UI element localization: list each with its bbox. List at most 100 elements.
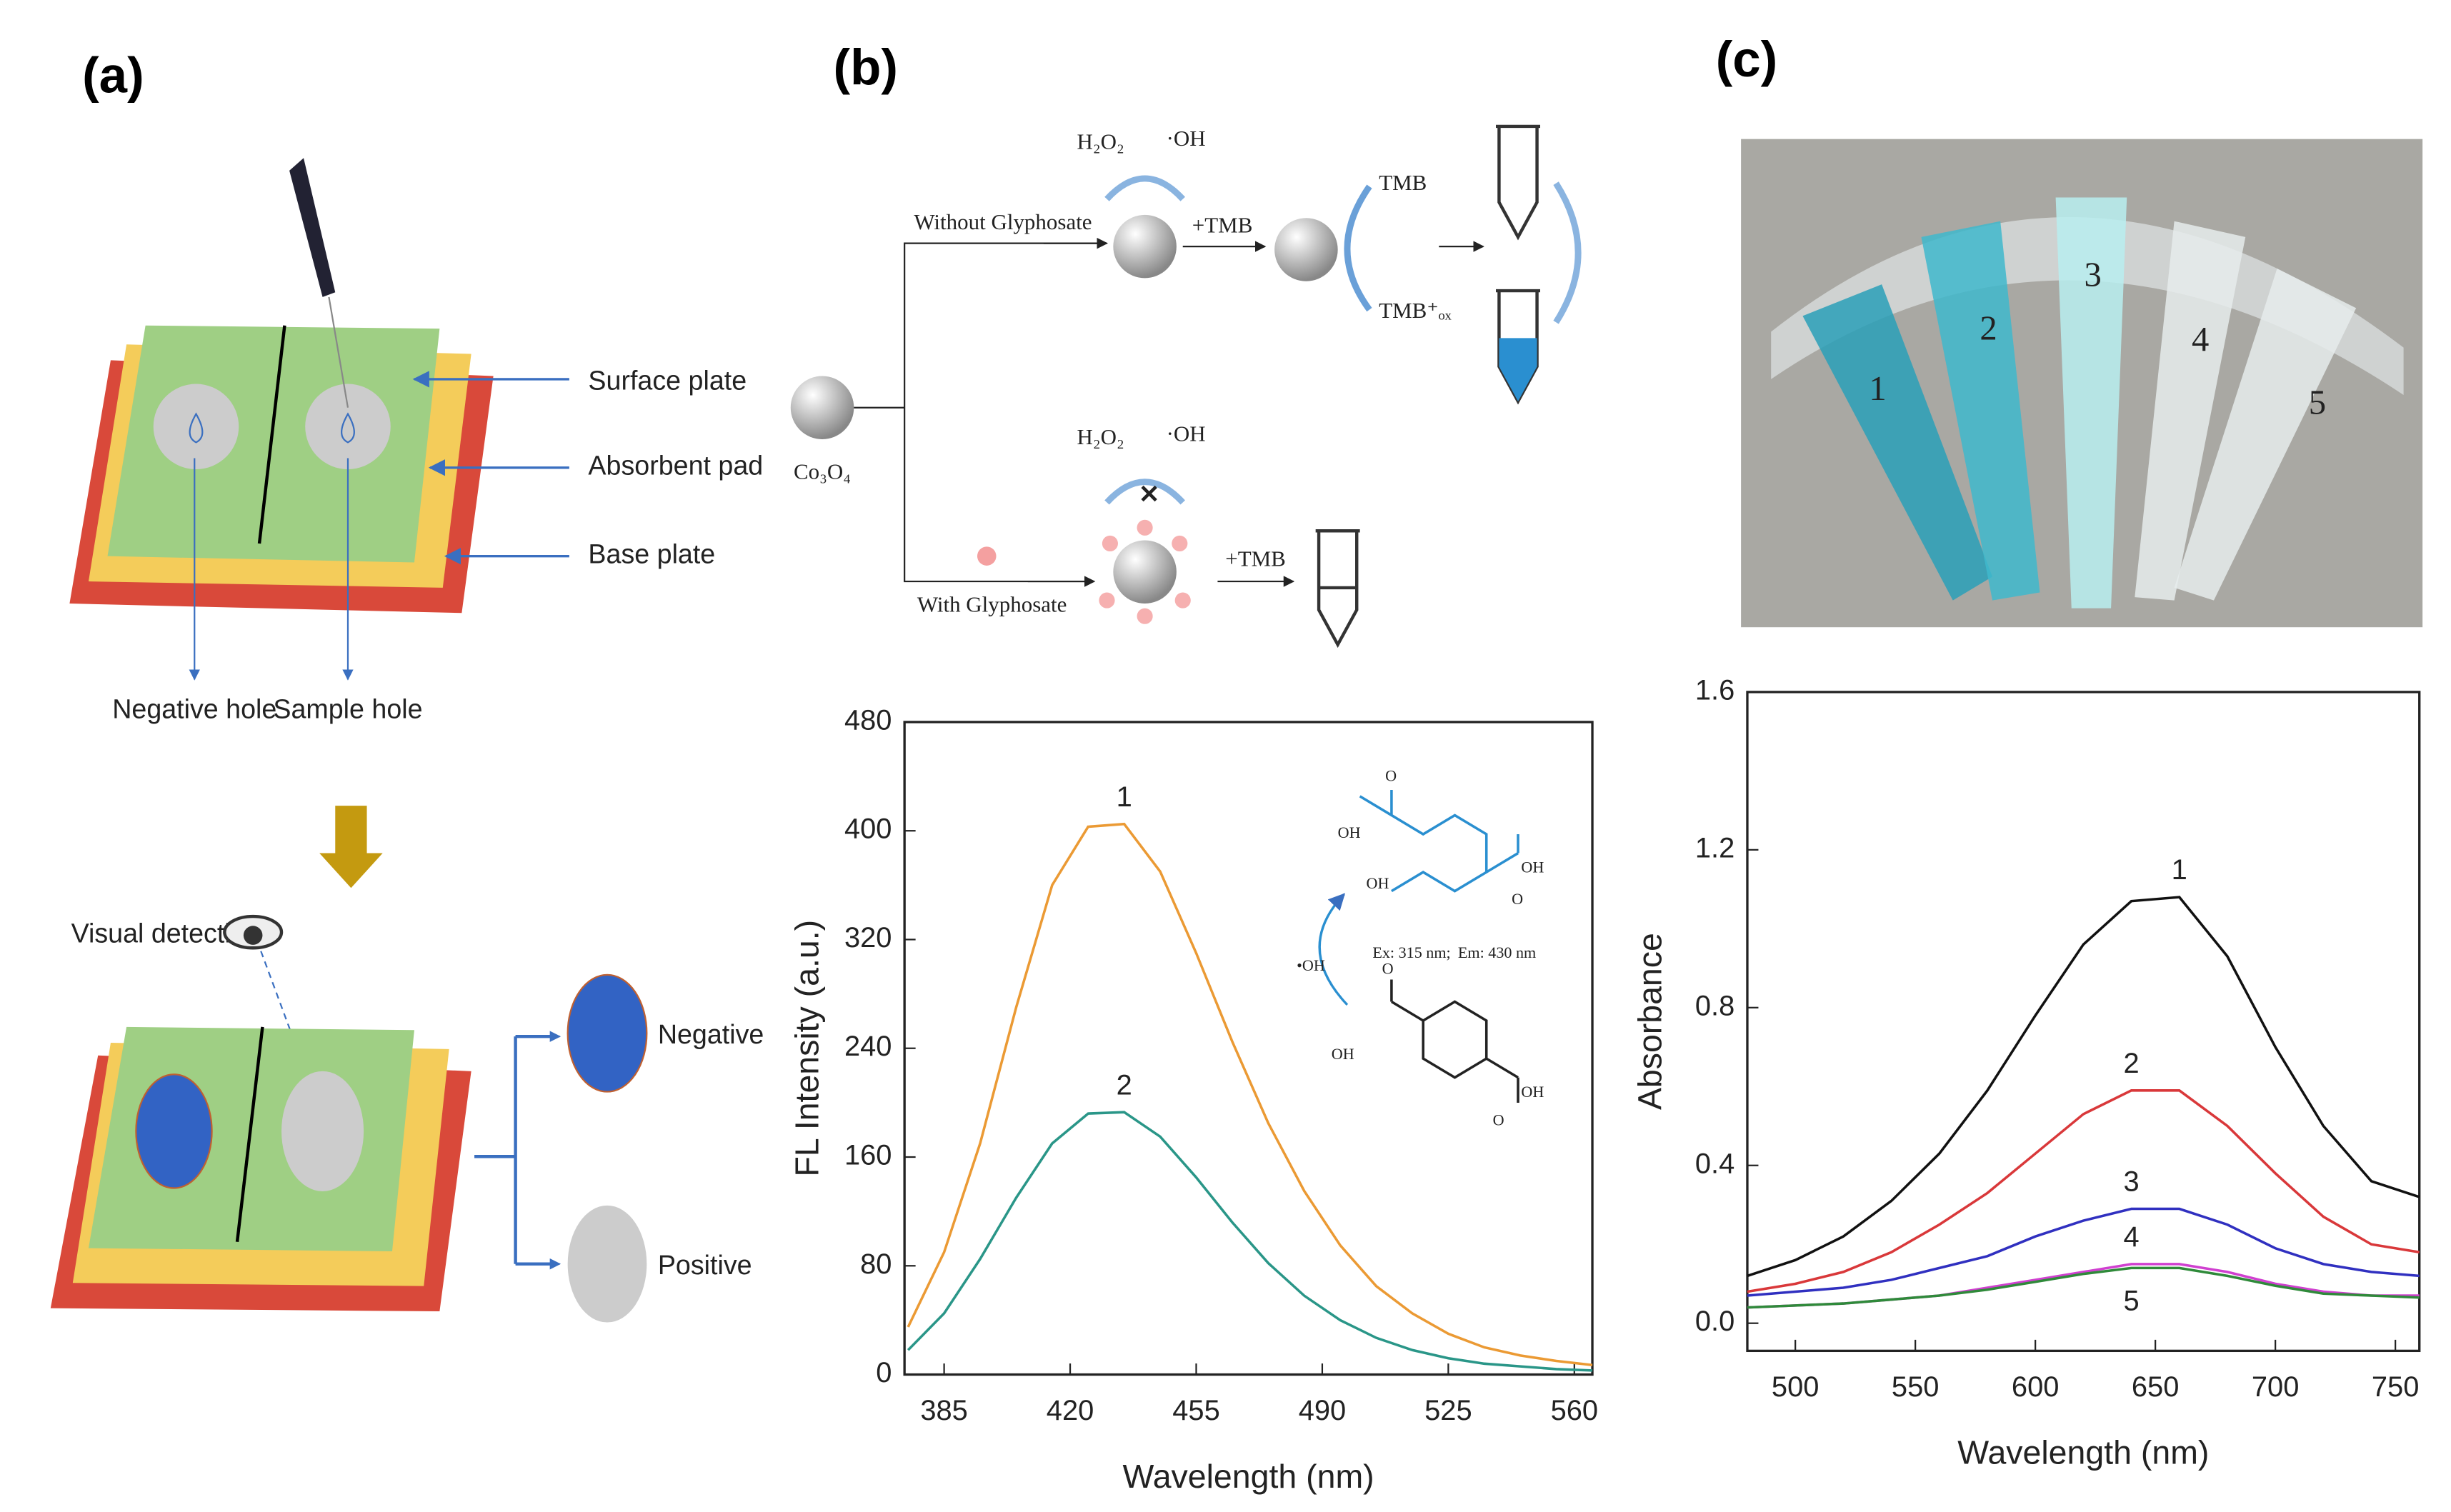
branch	[474, 1034, 557, 1266]
x-tick-label: 490	[1299, 1395, 1346, 1426]
particle	[790, 376, 854, 439]
hole	[153, 384, 239, 469]
bound-glyphosate	[1099, 519, 1191, 624]
divider	[257, 325, 286, 544]
y-tick-label: 80	[860, 1248, 892, 1280]
drop	[189, 412, 355, 444]
label: H₂O₂	[1077, 129, 1124, 154]
label: +TMB	[1225, 546, 1286, 571]
pupil	[243, 926, 263, 945]
series-label: 5	[2123, 1286, 2139, 1317]
series-label: 3	[2123, 1166, 2139, 1198]
label: With Glyphosate	[917, 592, 1067, 617]
y-tick-label: 0.4	[1695, 1148, 1734, 1179]
y-tick-label: 240	[844, 1031, 892, 1062]
series-label: 2	[2123, 1048, 2139, 1079]
y-tick-label: 0	[876, 1357, 892, 1388]
y-tick-label: 160	[844, 1140, 892, 1171]
series-line	[1747, 1266, 2420, 1309]
x-tick-label: 455	[1172, 1395, 1219, 1426]
particle	[1113, 540, 1177, 604]
label: Negative	[658, 1019, 764, 1049]
tube-number: 4	[2192, 320, 2209, 359]
inset-label: OH	[1332, 1045, 1354, 1063]
panel-c-photo: (c) 1 2 3 4 5	[1716, 31, 2423, 628]
series-line	[1747, 896, 2420, 1278]
series-label: 2	[1117, 1069, 1132, 1101]
em: Em: 430 nm	[1458, 943, 1536, 961]
inset-label: OH	[1367, 874, 1389, 892]
x-tick-label: 750	[2372, 1371, 2419, 1403]
series-label: 4	[2123, 1221, 2139, 1253]
particle	[1274, 218, 1338, 281]
label: Co₃O₄	[794, 459, 851, 484]
cycle-arrow	[1104, 479, 1185, 505]
series-line	[907, 1111, 1593, 1372]
label: ·OH	[1167, 126, 1206, 151]
y-tick-label: 400	[844, 813, 892, 845]
label: Without Glyphosate	[914, 209, 1092, 234]
cycle-arrow	[1344, 184, 1372, 312]
series-line	[1747, 1089, 2420, 1293]
result-negative	[566, 973, 648, 1093]
tube-number: 3	[2084, 256, 2101, 294]
inset: •OH Ex: 315 nm; Em: 430 nm	[1297, 790, 1536, 1103]
y-axis-label: FL Intensity (a.u.)	[789, 920, 826, 1177]
reaction-arrow	[1318, 893, 1349, 1006]
series-label: 1	[2172, 854, 2187, 886]
y-tick-label: 480	[844, 704, 892, 736]
radical: •OH	[1297, 956, 1325, 974]
x-tick-label: 420	[1047, 1395, 1094, 1426]
y-tick-label: 0.0	[1695, 1306, 1734, 1337]
x-axis-label: Wavelength (nm)	[1957, 1434, 2209, 1471]
y-tick-label: 0.8	[1695, 990, 1734, 1021]
tube-number: 5	[2309, 384, 2326, 422]
structure-reactant	[1390, 979, 1519, 1103]
x-tick-label: 550	[1892, 1371, 1939, 1403]
panel-a: (a) Surface plate Absorbent pad Base pla…	[50, 47, 764, 1323]
inset-label: OH	[1521, 858, 1544, 876]
label: TMB	[1379, 170, 1427, 195]
pipette-tip	[328, 296, 349, 408]
cycle-arrow	[1553, 181, 1582, 324]
tube	[1315, 529, 1360, 649]
y-axis-label: Absorbance	[1631, 933, 1668, 1110]
hole	[135, 1073, 213, 1189]
result-positive	[567, 1205, 647, 1323]
series-line	[1747, 1207, 2420, 1297]
label: +TMB	[1192, 213, 1253, 238]
x-tick-label: 700	[2252, 1371, 2299, 1403]
series-label: 1	[1117, 781, 1132, 813]
blocked: ✕	[1139, 480, 1160, 509]
inset-label: O	[1385, 766, 1397, 784]
x-tick-label: 525	[1424, 1395, 1472, 1426]
inset-label: O	[1493, 1111, 1504, 1129]
x-tick-label: 385	[920, 1395, 967, 1426]
label: ·OH	[1167, 421, 1206, 446]
panel-label: (b)	[834, 39, 898, 96]
branch	[854, 242, 1107, 583]
x-axis-label: Wavelength (nm)	[1123, 1458, 1374, 1495]
hole	[281, 1071, 364, 1191]
tube-number: 1	[1869, 369, 1886, 408]
label: TMB⁺ₒₓ	[1379, 298, 1451, 323]
glyphosate	[977, 546, 997, 566]
y-tick-label: 320	[844, 922, 892, 953]
plot-frame	[1746, 691, 2421, 1353]
series-line	[907, 822, 1593, 1366]
y-tick-label: 1.2	[1695, 832, 1734, 863]
structure-product	[1359, 790, 1519, 893]
label: H₂O₂	[1077, 424, 1124, 449]
x-tick-label: 650	[2132, 1371, 2179, 1403]
cycle-arrow	[1104, 175, 1185, 201]
pipette	[289, 158, 336, 297]
tube-number: 2	[1980, 309, 1997, 348]
panel-label: (c)	[1716, 31, 1778, 88]
label: Absorbent pad	[588, 451, 763, 481]
label: Sample hole	[273, 694, 422, 724]
inset-label: OH	[1521, 1083, 1544, 1101]
plot-frame	[903, 721, 1594, 1376]
tube	[1496, 124, 1540, 241]
inset-label: O	[1382, 959, 1394, 977]
